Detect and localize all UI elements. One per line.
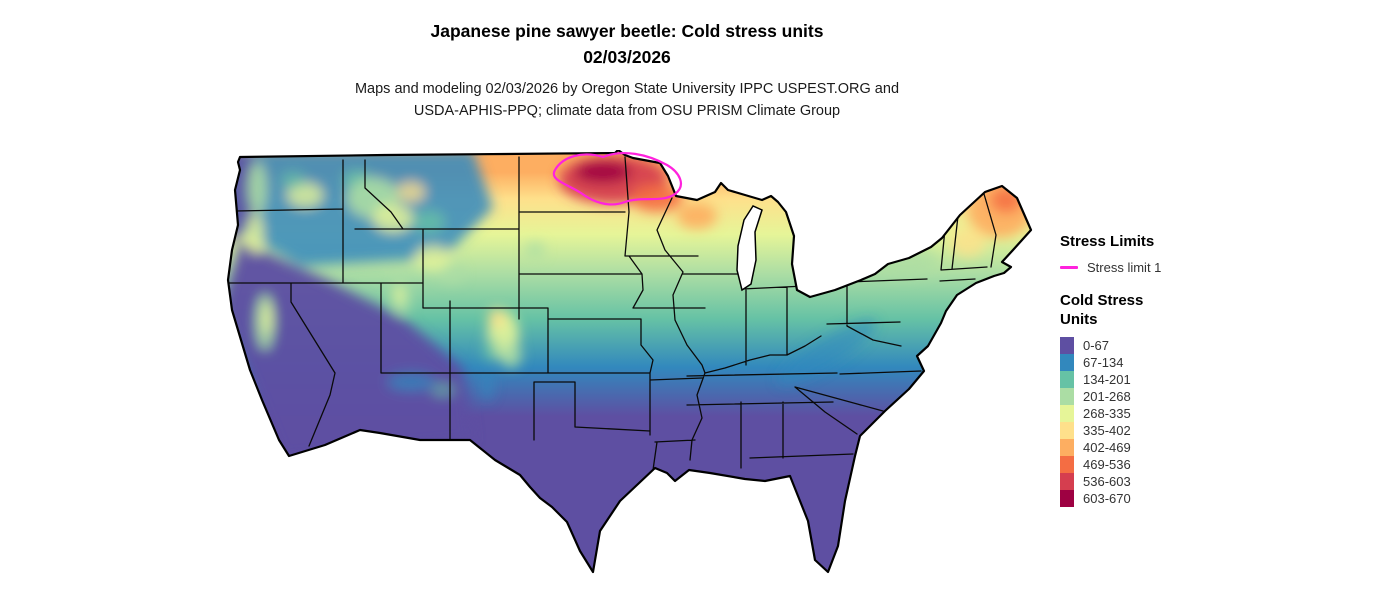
legend-swatch [1060, 371, 1074, 388]
legend-item: 268-335 [1060, 405, 1390, 422]
legend-item: 335-402 [1060, 422, 1390, 439]
legend-swatch [1060, 388, 1074, 405]
legend-item-label: 536-603 [1083, 474, 1131, 489]
map-header: Japanese pine sawyer beetle: Cold stress… [0, 18, 1254, 122]
stress-limit-label: Stress limit 1 [1087, 260, 1162, 275]
legend-item: 0-67 [1060, 337, 1390, 354]
legend-item: 67-134 [1060, 354, 1390, 371]
legend-swatch [1060, 422, 1074, 439]
state-borders [228, 156, 997, 471]
legend-item: 536-603 [1060, 473, 1390, 490]
legend: Stress Limits Stress limit 1 Cold Stress… [1060, 232, 1390, 507]
lake-michigan [736, 205, 763, 292]
stress-limits-title: Stress Limits [1060, 233, 1155, 250]
us-map [226, 148, 1033, 574]
legend-item-label: 134-201 [1083, 372, 1131, 387]
legend-item-label: 335-402 [1083, 423, 1131, 438]
legend-item: 201-268 [1060, 388, 1390, 405]
legend-swatch [1060, 473, 1074, 490]
legend-item-label: 603-670 [1083, 491, 1131, 506]
subtitle: Maps and modeling 02/03/2026 by Oregon S… [0, 78, 1254, 122]
legend-swatch [1060, 405, 1074, 422]
stress-limit-line-swatch [1060, 266, 1078, 269]
subtitle-line-1: Maps and modeling 02/03/2026 by Oregon S… [354, 81, 900, 97]
page-title: Japanese pine sawyer beetle: Cold stress… [430, 21, 824, 41]
stress-limit-entry: Stress limit 1 [1060, 260, 1390, 275]
us-map-figure [205, 148, 1045, 594]
page-title-date: 02/03/2026 [583, 47, 671, 67]
legend-item-label: 268-335 [1083, 406, 1131, 421]
color-ramp-legend: 0-67 67-134 134-201 201-268 268-335 335-… [1060, 337, 1390, 507]
legend-item-label: 0-67 [1083, 338, 1110, 353]
legend-item-label: 67-134 [1083, 355, 1124, 370]
legend-item: 402-469 [1060, 439, 1390, 456]
legend-item: 134-201 [1060, 371, 1390, 388]
legend-swatch [1060, 456, 1074, 473]
legend-item: 603-670 [1060, 490, 1390, 507]
cold-stress-units-title-line2: Units [1060, 311, 1098, 328]
stress-limit-line [552, 151, 683, 206]
raster-field [228, 150, 1031, 572]
legend-item-label: 402-469 [1083, 440, 1131, 455]
subtitle-line-2: USDA-APHIS-PPQ; climate data from OSU PR… [413, 103, 841, 119]
cold-stress-units-title-line1: Cold Stress [1060, 292, 1144, 309]
us-outline [226, 148, 1033, 574]
legend-item: 469-536 [1060, 456, 1390, 473]
legend-swatch [1060, 354, 1074, 371]
legend-item-label: 201-268 [1083, 389, 1131, 404]
legend-swatch [1060, 337, 1074, 354]
legend-item-label: 469-536 [1083, 457, 1131, 472]
legend-swatch [1060, 439, 1074, 456]
legend-swatch [1060, 490, 1074, 507]
